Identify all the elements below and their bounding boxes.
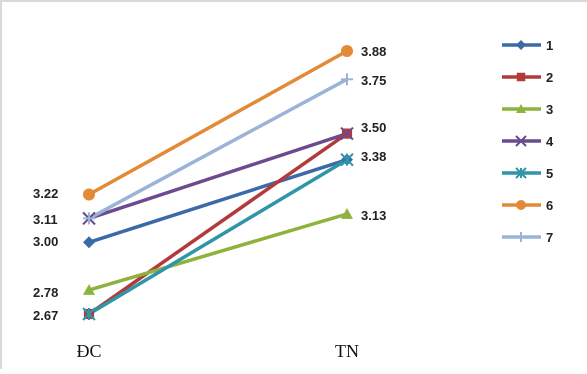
series-7-point-tn: [341, 73, 353, 86]
series-6-point-tn: [341, 45, 353, 57]
category-label-tn: TN: [335, 341, 359, 361]
value-label-right-4: 3.38: [361, 149, 386, 164]
legend-label-5: 5: [546, 166, 553, 181]
value-label-right-2: 3.75: [361, 73, 386, 88]
legend: 1 2 3 4 5 6 7: [502, 38, 554, 245]
legend-label-6: 6: [546, 198, 553, 213]
series-4-line: [87, 131, 349, 221]
legend-marker-4: [515, 135, 527, 147]
legend-marker-3: [516, 104, 526, 113]
value-label-left-4: 2.78: [33, 285, 58, 300]
legend-marker-2: [516, 72, 526, 82]
value-label-left-3: 3.00: [33, 234, 58, 249]
series-1-line: [87, 157, 349, 245]
series-markers: [82, 45, 354, 321]
series-lines: [87, 49, 349, 316]
legend-label-4: 4: [546, 134, 554, 149]
legend-marker-1: [516, 40, 526, 50]
series-7-line: [87, 77, 349, 221]
series-5-point-tn: [340, 152, 354, 167]
legend-label-2: 2: [546, 70, 553, 85]
value-label-right-1: 3.88: [361, 44, 386, 59]
value-label-left-5: 2.67: [33, 308, 58, 323]
series-3-point-dc: [83, 284, 95, 295]
value-label-left-2: 3.11: [33, 212, 58, 227]
series-5-point-dc: [82, 307, 96, 321]
series-1-point-dc: [83, 236, 95, 249]
series-3-point-tn: [341, 208, 353, 219]
value-label-right-5: 3.13: [361, 208, 386, 223]
legend-label-7: 7: [546, 230, 553, 245]
legend-label-1: 1: [546, 38, 553, 53]
category-label-dc: ĐC: [76, 341, 101, 361]
series-6-point-dc: [83, 188, 95, 201]
series-2-line: [87, 131, 349, 316]
series-5-line: [87, 157, 349, 316]
series-6-line: [87, 49, 349, 197]
legend-marker-7: [516, 232, 526, 242]
legend-marker-6: [516, 200, 526, 210]
series-4-point-tn: [340, 126, 354, 141]
value-label-right-3: 3.50: [361, 120, 386, 135]
series-3-line: [87, 212, 349, 292]
legend-label-3: 3: [546, 102, 553, 117]
value-label-left-1: 3.22: [33, 186, 58, 201]
series-7-point-dc: [83, 212, 95, 225]
legend-marker-5: [515, 167, 527, 179]
